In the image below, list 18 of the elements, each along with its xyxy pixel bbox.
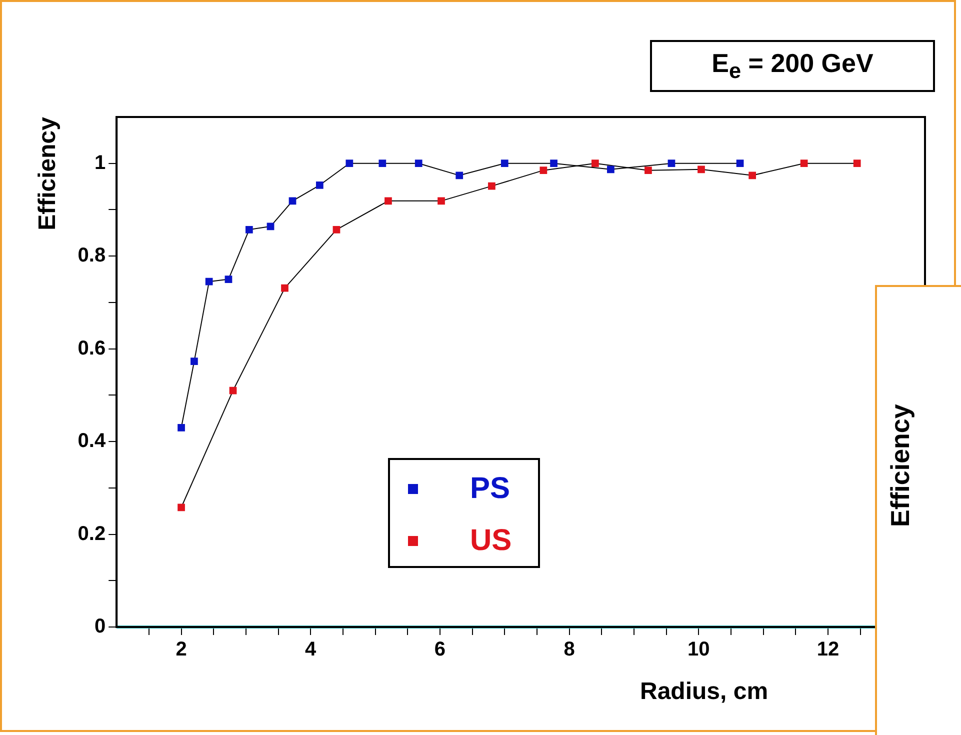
legend-label: US <box>470 524 512 558</box>
y-tick-label: 1 <box>94 152 106 174</box>
y-tick-label: 0.6 <box>78 337 106 360</box>
x-tick-label: 6 <box>434 638 446 661</box>
y-tick-label: 0 <box>94 616 106 638</box>
x-tick-label: 8 <box>564 638 575 661</box>
x-tick-label: 4 <box>305 638 318 661</box>
x-tick-label: 10 <box>688 638 710 661</box>
y-tick-label: 0.8 <box>78 244 106 267</box>
y-axis-title: Efficiency <box>34 116 62 230</box>
y-tick-label: 0.2 <box>78 522 106 545</box>
y-tick-label: 0.4 <box>78 430 106 452</box>
legend-label: PS <box>470 472 510 506</box>
x-tick-label: 2 <box>176 638 187 661</box>
x-tick-label: 12 <box>816 638 840 661</box>
text: Efficiency <box>885 404 916 527</box>
x-axis-title: Radius, cm <box>640 678 768 706</box>
chart-title: E$_{e}$ = 200 GeV <box>712 48 874 84</box>
